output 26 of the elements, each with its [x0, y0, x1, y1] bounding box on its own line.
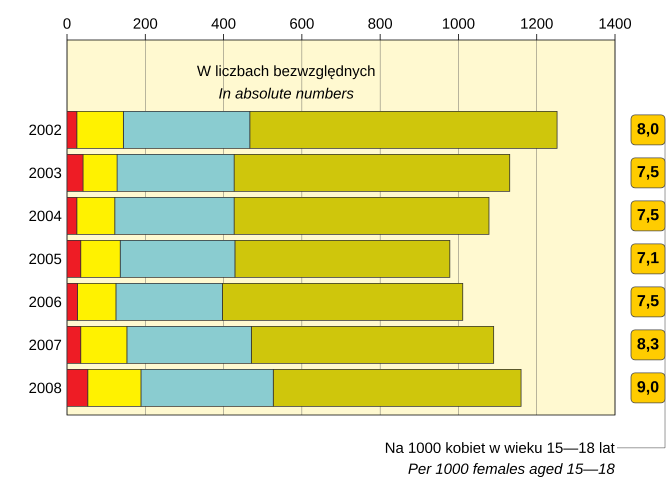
chart-subtitle: In absolute numbers [219, 88, 354, 99]
text: 7,1 [638, 252, 659, 266]
x-tick-label: 1000 [442, 18, 474, 29]
text: 8,3 [637, 338, 659, 352]
x-tick-label: 200 [134, 18, 158, 29]
y-tick-label: 2004 [29, 210, 62, 222]
text: Na 1000 kobiet w wieku 15—18 lat [386, 442, 615, 454]
x-tick-label: 800 [368, 18, 392, 29]
y-tick-label: 2008 [29, 382, 62, 394]
x-tick-label: 600 [290, 18, 314, 29]
text: 9,0 [637, 381, 658, 395]
y-tick-label: 2005 [29, 254, 62, 264]
y-tick-label: 2002 [29, 124, 62, 136]
chart-title: W liczbach bezwzględnych [196, 65, 374, 80]
y-tick-label: 2007 [29, 340, 62, 350]
x-tick-label: 1400 [600, 18, 632, 29]
text: 7,5 [638, 166, 659, 180]
x-tick-label: 400 [211, 18, 236, 29]
x-tick-label: 1200 [521, 18, 553, 29]
x-tick-label: 0 [63, 18, 71, 29]
text: 7,5 [638, 209, 659, 223]
y-tick-label: 2003 [29, 168, 62, 178]
text: 8,0 [637, 123, 658, 137]
text: Per 1000 females aged 15—18 [408, 463, 615, 477]
y-tick-label: 2006 [29, 296, 62, 308]
text: 7,5 [638, 295, 659, 309]
